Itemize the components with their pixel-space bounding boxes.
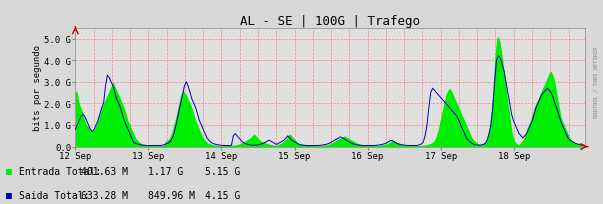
Text: RRDTOOL / TOBI OETIKER: RRDTOOL / TOBI OETIKER bbox=[593, 46, 598, 117]
Text: 1.17 G: 1.17 G bbox=[148, 166, 183, 176]
Text: ■: ■ bbox=[6, 166, 12, 176]
Text: 633.28 M: 633.28 M bbox=[81, 190, 128, 200]
Text: 401.63 M: 401.63 M bbox=[81, 166, 128, 176]
Text: Saida Total:: Saida Total: bbox=[19, 190, 90, 200]
Y-axis label: bits por segundo: bits por segundo bbox=[33, 45, 42, 131]
Text: 4.15 G: 4.15 G bbox=[205, 190, 240, 200]
Text: Entrada Total:: Entrada Total: bbox=[19, 166, 101, 176]
Text: 5.15 G: 5.15 G bbox=[205, 166, 240, 176]
Title: AL - SE | 100G | Trafego: AL - SE | 100G | Trafego bbox=[240, 14, 420, 27]
Text: 849.96 M: 849.96 M bbox=[148, 190, 195, 200]
Text: ■: ■ bbox=[6, 190, 12, 200]
